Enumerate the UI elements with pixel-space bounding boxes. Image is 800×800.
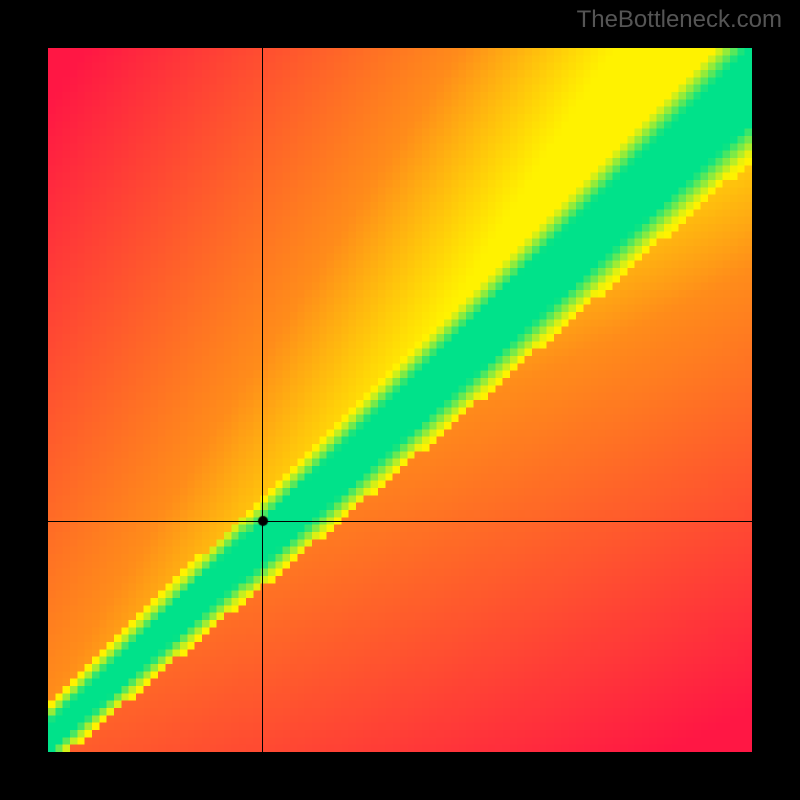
watermark-text: TheBottleneck.com bbox=[577, 6, 782, 34]
crosshair-horizontal bbox=[48, 521, 752, 522]
crosshair-dot bbox=[257, 515, 269, 527]
crosshair-vertical bbox=[262, 48, 263, 752]
bottleneck-heatmap bbox=[48, 48, 752, 752]
chart-container: { "watermark": { "text": "TheBottleneck.… bbox=[0, 0, 800, 800]
